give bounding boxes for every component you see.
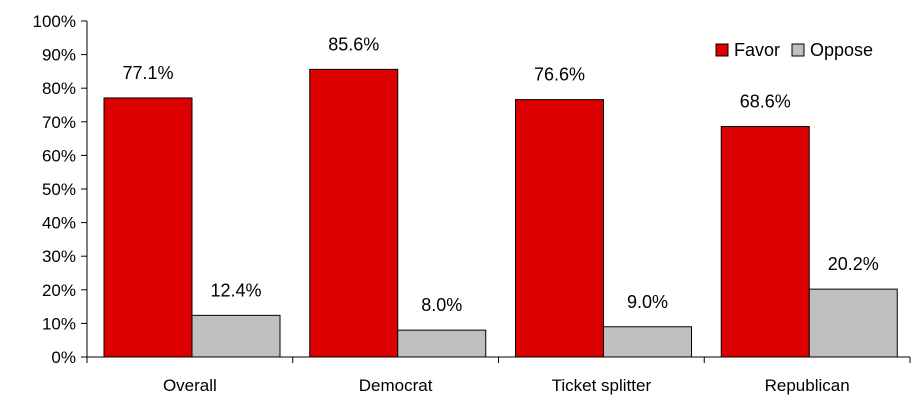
y-tick-label: 70% — [42, 113, 76, 132]
y-tick-label: 40% — [42, 214, 76, 233]
data-label-oppose: 9.0% — [627, 292, 668, 312]
x-tick-label: Republican — [765, 376, 850, 395]
bar-favor — [720, 126, 810, 358]
legend-swatch-favor — [715, 43, 729, 57]
data-labels: 77.1% 12.4% 85.6% 8.0% 76.6% 9.0% 68.6% 20.2% — [122, 34, 878, 315]
x-tick-label: Democrat — [359, 376, 433, 395]
bar-oppose — [603, 326, 692, 358]
y-tick-label: 0% — [51, 348, 76, 367]
legend: Favor Oppose — [715, 40, 873, 60]
y-tick-label: 20% — [42, 281, 76, 300]
data-label-favor: 68.6% — [740, 92, 791, 112]
y-tick-label: 90% — [42, 46, 76, 65]
x-tick-label: Overall — [163, 376, 217, 395]
bar-oppose — [808, 288, 898, 358]
bar-oppose — [191, 314, 281, 358]
data-label-oppose: 12.4% — [210, 280, 261, 300]
data-label-favor: 76.6% — [534, 65, 585, 85]
y-tick-label: 30% — [42, 247, 76, 266]
data-label-oppose: 8.0% — [421, 295, 462, 315]
y-tick-label: 80% — [42, 79, 76, 98]
y-tick-label: 10% — [42, 314, 76, 333]
data-label-favor: 77.1% — [122, 63, 173, 83]
y-axis: 0% 10% 20% 30% 40% 50% 60% 70% 80% 90% 100% — [33, 12, 88, 367]
bar-favor — [103, 97, 193, 358]
bar-oppose — [397, 329, 487, 358]
y-tick-label: 100% — [33, 12, 76, 31]
bars — [103, 68, 898, 358]
legend-label-favor: Favor — [734, 40, 780, 60]
legend-swatch-oppose — [791, 43, 805, 57]
x-axis: Overall Democrat Ticket splitter Republican — [86, 356, 911, 395]
data-label-oppose: 20.2% — [828, 254, 879, 274]
data-label-favor: 85.6% — [328, 34, 379, 54]
bar-favor — [309, 68, 399, 358]
x-tick-label: Ticket splitter — [552, 376, 652, 395]
y-tick-label: 50% — [42, 180, 76, 199]
bar-favor — [515, 99, 604, 358]
y-tick-label: 60% — [42, 146, 76, 165]
legend-label-oppose: Oppose — [810, 40, 873, 60]
